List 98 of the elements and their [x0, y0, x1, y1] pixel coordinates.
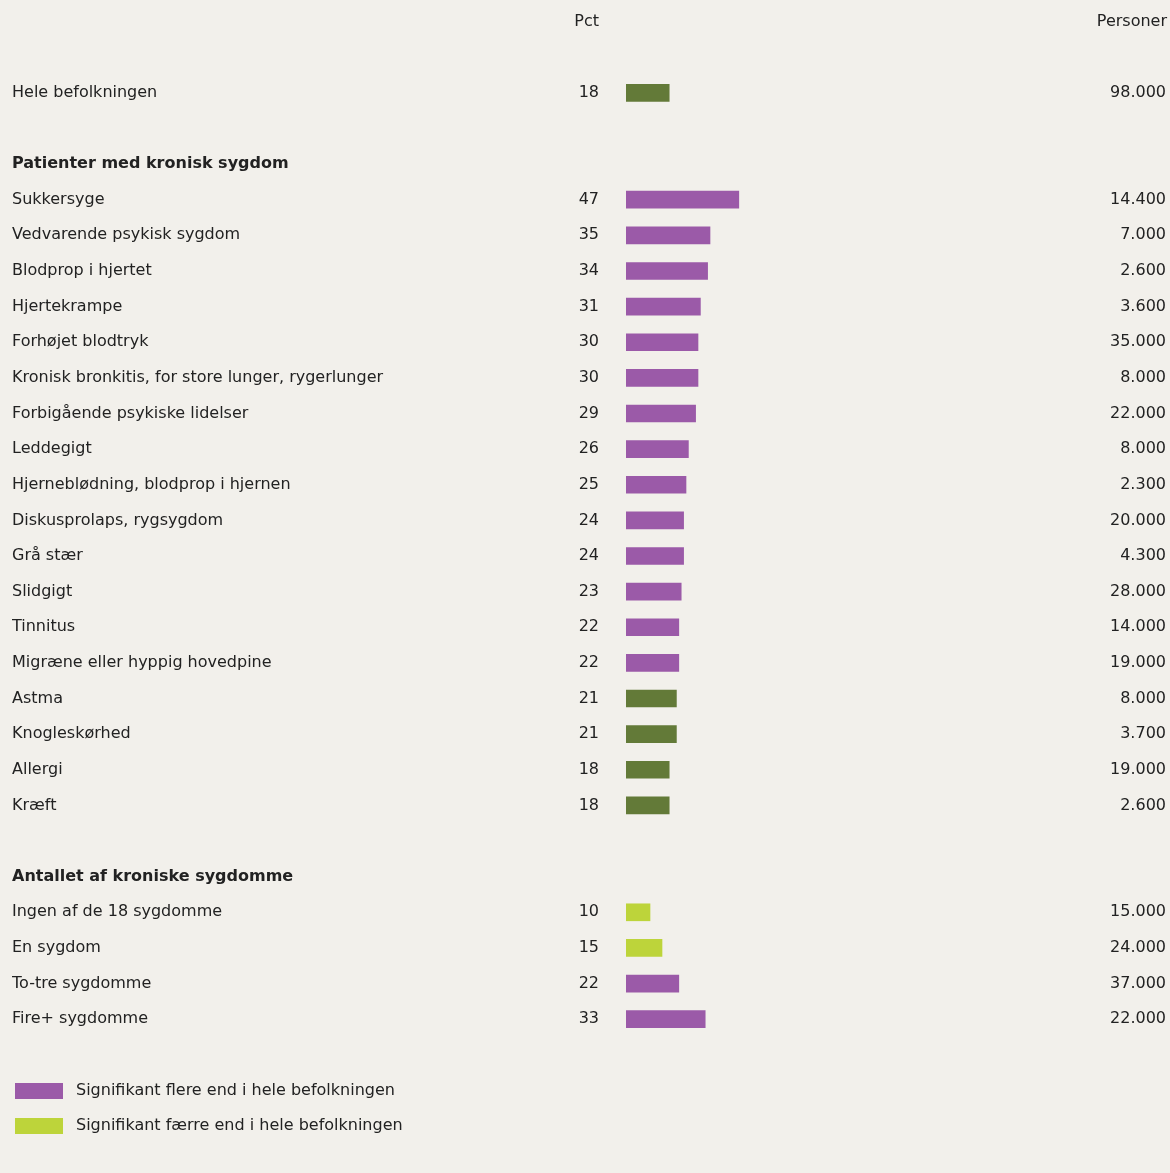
- bar: [626, 689, 677, 708]
- y2-tick-label: 8.000: [1120, 687, 1166, 707]
- y-tick-label: Patienter med kronisk sygdom: [12, 153, 289, 173]
- data-label: 35: [578, 224, 599, 244]
- bar: [626, 262, 708, 280]
- data-label: 47: [578, 188, 599, 208]
- bar: [626, 440, 689, 458]
- y-tick-label: Fire+ sygdomme: [12, 1008, 148, 1028]
- bar: [626, 796, 670, 815]
- data-label: 22: [578, 616, 599, 636]
- y2-tick-label: 14.000: [1110, 616, 1166, 636]
- data-label: 34: [578, 260, 599, 280]
- data-label: 24: [578, 545, 599, 565]
- y2-tick-label: 19.000: [1110, 652, 1166, 672]
- data-label: 30: [578, 367, 599, 387]
- data-label: 25: [578, 473, 599, 493]
- y2-tick-label: 8.000: [1120, 367, 1166, 387]
- x-axis-title: Pct: [574, 11, 599, 31]
- bar: [626, 939, 663, 957]
- legend-label: Signifikant færre end i hele befolkningen: [76, 1115, 403, 1135]
- bar: [626, 333, 699, 352]
- bar: [626, 582, 682, 601]
- y2-tick-label: 14.400: [1110, 188, 1166, 208]
- bar: [626, 760, 670, 779]
- y-tick-label: Kronisk bronkitis, for store lunger, rygerlunger: [12, 367, 384, 387]
- y-tick-label: Hjerneblødning, blodprop i hjernen: [12, 473, 291, 493]
- y2-tick-label: 3.700: [1120, 723, 1166, 743]
- data-label: 10: [578, 901, 599, 921]
- y-tick-label: Sukkersyge: [12, 188, 105, 208]
- data-label: 23: [578, 580, 599, 600]
- text: Personer: [1096, 11, 1168, 31]
- y2-tick-label: 3.600: [1120, 295, 1166, 315]
- bar: [626, 654, 680, 672]
- bar: [626, 369, 699, 387]
- y-tick-label: Hjertekrampe: [12, 295, 123, 315]
- bar: [626, 297, 701, 316]
- y-tick-label: Slidgigt: [12, 580, 73, 600]
- data-label: 21: [578, 723, 599, 743]
- bar: [626, 83, 670, 102]
- data-label: 24: [578, 509, 599, 529]
- y-tick-label: Allergi: [12, 758, 63, 778]
- y-tick-label: To-tre sygdomme: [11, 972, 152, 992]
- bar: [626, 1010, 706, 1029]
- y-tick-label: Leddegigt: [12, 438, 92, 458]
- y-tick-label: En sygdom: [12, 937, 101, 957]
- y2-tick-label: 22.000: [1110, 1008, 1166, 1028]
- data-label: 21: [578, 687, 599, 707]
- bar: [626, 547, 684, 565]
- data-label: 31: [578, 295, 599, 315]
- y-tick-label: Hele befolkningen: [12, 81, 158, 101]
- y-tick-label: Antallet af kroniske sygdomme: [12, 865, 294, 885]
- data-label: 18: [578, 81, 599, 101]
- data-label: 18: [578, 794, 599, 814]
- data-label: 29: [578, 402, 599, 422]
- bar: [626, 475, 687, 494]
- bar: [626, 511, 684, 530]
- y2-tick-label: 35.000: [1110, 331, 1166, 351]
- y2-tick-label: 22.000: [1110, 402, 1166, 422]
- y-tick-label: Migræne eller hyppig hovedpine: [12, 652, 272, 672]
- y-tick-label: Grå stær: [12, 545, 84, 565]
- y2-tick-label: 24.000: [1110, 937, 1166, 957]
- y-tick-label: Blodprop i hjertet: [12, 260, 152, 280]
- y-tick-label: Ingen af de 18 sygdomme: [12, 901, 223, 921]
- y2-tick-label: 28.000: [1110, 580, 1166, 600]
- y2-tick-label: 7.000: [1120, 224, 1166, 244]
- bar: [626, 725, 677, 743]
- y-tick-label: Vedvarende psykisk sygdom: [12, 224, 241, 244]
- y2-tick-label: 20.000: [1110, 509, 1166, 529]
- bar: [626, 974, 680, 993]
- data-label: 30: [578, 331, 599, 351]
- bar: [626, 190, 740, 209]
- data-label: 18: [578, 758, 599, 778]
- y-tick-label: Knogleskørhed: [12, 723, 131, 743]
- y-tick-label: Tinnitus: [11, 616, 76, 636]
- data-label: 26: [578, 438, 599, 458]
- y-tick-label: Forhøjet blodtryk: [12, 331, 150, 351]
- y-tick-label: Kræft: [12, 794, 57, 814]
- y2-tick-label: 98.000: [1110, 81, 1166, 101]
- y2-tick-label: 2.600: [1120, 260, 1166, 280]
- bar: [626, 404, 696, 423]
- y-tick-label: Astma: [12, 687, 63, 707]
- bar: [626, 903, 651, 922]
- y2-tick-label: 37.000: [1110, 972, 1166, 992]
- legend-label: Signifikant flere end i hele befolkningen: [76, 1080, 395, 1100]
- y2-tick-label: 15.000: [1110, 901, 1166, 921]
- data-label: 22: [578, 652, 599, 672]
- data-label: 33: [578, 1008, 599, 1028]
- bar: [626, 226, 711, 245]
- y2-tick-label: 4.300: [1120, 545, 1166, 565]
- y2-tick-label: 8.000: [1120, 438, 1166, 458]
- y2-tick-label: 19.000: [1110, 758, 1166, 778]
- y2-tick-label: 2.600: [1120, 794, 1166, 814]
- y-tick-label: Diskusprolaps, rygsygdom: [12, 509, 224, 529]
- data-label: 15: [578, 937, 599, 957]
- y2-tick-label: 2.300: [1120, 473, 1166, 493]
- data-label: 22: [578, 972, 599, 992]
- y-tick-label: Forbigående psykiske lidelser: [12, 402, 249, 422]
- bar: [626, 618, 680, 637]
